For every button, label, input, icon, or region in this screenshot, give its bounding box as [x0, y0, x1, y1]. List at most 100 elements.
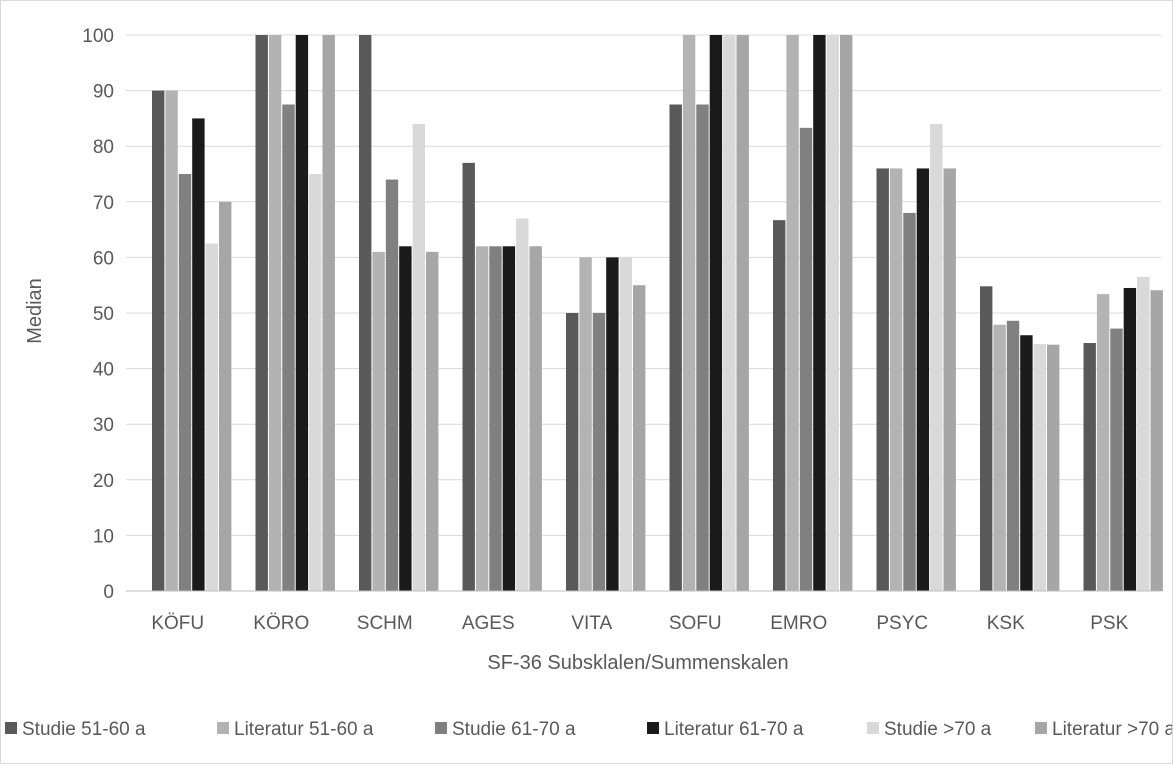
bar — [799, 127, 813, 591]
legend-item: Literatur 51-60 a — [217, 719, 374, 740]
bar — [462, 162, 475, 591]
x-tick-label: AGES — [462, 613, 515, 634]
bar — [268, 35, 282, 591]
bar — [786, 35, 799, 591]
tick-labels: 0 10 20 30 40 50 60 70 80 90 100 KÖFU KÖRO SCHM AGES VI… — [82, 26, 1128, 634]
bar — [372, 251, 385, 591]
y-tick-label: 50 — [93, 304, 114, 325]
bar — [773, 220, 786, 591]
bar — [633, 285, 646, 591]
y-tick-label: 70 — [93, 193, 114, 214]
legend: Studie 51-60 a Literatur 51-60 a Studie 61… — [5, 719, 1173, 740]
legend-swatch — [217, 722, 229, 734]
legend-swatch — [1035, 722, 1047, 734]
y-tick-label: 20 — [93, 471, 114, 492]
bar — [916, 168, 930, 591]
bar — [696, 104, 709, 591]
bar — [993, 324, 1006, 591]
legend-label: Studie 51-60 a — [22, 719, 146, 740]
bar — [889, 168, 903, 591]
y-tick-label: 80 — [93, 137, 114, 158]
y-axis-label: Median — [24, 278, 46, 344]
bar — [1137, 276, 1150, 591]
bar — [1033, 344, 1046, 591]
y-tick-label: 90 — [93, 82, 114, 103]
bar — [489, 246, 502, 591]
bar — [1006, 320, 1020, 591]
bar — [943, 168, 956, 591]
bar — [192, 118, 205, 592]
x-tick-label: KÖFU — [151, 613, 204, 634]
bar — [723, 35, 736, 591]
y-tick-label: 40 — [93, 360, 114, 381]
bar — [1020, 335, 1033, 591]
bar — [475, 246, 489, 591]
bar — [826, 35, 839, 591]
bar — [736, 35, 749, 591]
bar — [709, 35, 723, 591]
bar — [579, 257, 592, 591]
bar — [1083, 343, 1096, 591]
y-tick-label: 10 — [93, 526, 114, 547]
bar — [385, 179, 399, 591]
legend-item: Literatur 61-70 a — [647, 719, 804, 740]
bar — [1096, 294, 1110, 591]
y-tick-label: 0 — [103, 582, 114, 603]
legend-item: Studie 61-70 a — [435, 719, 576, 740]
bar — [399, 246, 412, 591]
bar — [219, 201, 232, 592]
x-tick-label: PSK — [1090, 613, 1128, 634]
bar — [840, 35, 853, 591]
x-tick-label: VITA — [571, 613, 612, 634]
bar — [205, 243, 218, 591]
bar — [1150, 290, 1163, 591]
bar — [619, 257, 632, 591]
bar — [309, 174, 322, 591]
y-tick-label: 60 — [93, 248, 114, 269]
legend-label: Literatur 51-60 a — [234, 719, 374, 740]
bar — [1110, 328, 1123, 591]
bar — [282, 104, 295, 591]
x-tick-label: SCHM — [357, 613, 413, 634]
legend-item: Studie 51-60 a — [5, 719, 146, 740]
bar — [1123, 287, 1137, 591]
legend-swatch — [5, 722, 17, 734]
bar — [152, 90, 165, 591]
x-tick-label: KSK — [987, 613, 1025, 634]
bar — [592, 313, 606, 591]
x-tick-label: KÖRO — [253, 613, 309, 634]
bar — [566, 313, 579, 591]
legend-item: Literatur >70 a — [1035, 719, 1173, 740]
legend-label: Studie 61-70 a — [452, 719, 576, 740]
bar — [502, 246, 516, 591]
legend-label: Studie >70 a — [884, 719, 992, 740]
x-tick-label: SOFU — [669, 613, 722, 634]
legend-swatch — [647, 722, 659, 734]
legend-swatch — [435, 722, 447, 734]
bar — [930, 123, 943, 592]
x-axis-label: SF-36 Subsklalen/Summenskalen — [487, 652, 788, 674]
y-tick-label: 100 — [82, 26, 114, 47]
bar — [255, 35, 268, 591]
bars — [152, 35, 1163, 592]
bar — [426, 251, 439, 591]
bar — [1047, 344, 1060, 591]
y-tick-label: 30 — [93, 415, 114, 436]
bar — [980, 286, 993, 591]
bar — [295, 35, 309, 591]
bar — [516, 218, 529, 592]
bar — [903, 212, 916, 592]
bar — [606, 257, 619, 591]
legend-label: Literatur >70 a — [1052, 719, 1172, 740]
bar — [529, 246, 542, 591]
bar — [412, 123, 425, 592]
bar — [165, 90, 178, 591]
bar — [876, 168, 889, 591]
bar — [322, 35, 335, 591]
bar — [669, 104, 682, 591]
bar — [359, 35, 372, 591]
bar — [813, 35, 826, 591]
bar — [178, 174, 192, 591]
